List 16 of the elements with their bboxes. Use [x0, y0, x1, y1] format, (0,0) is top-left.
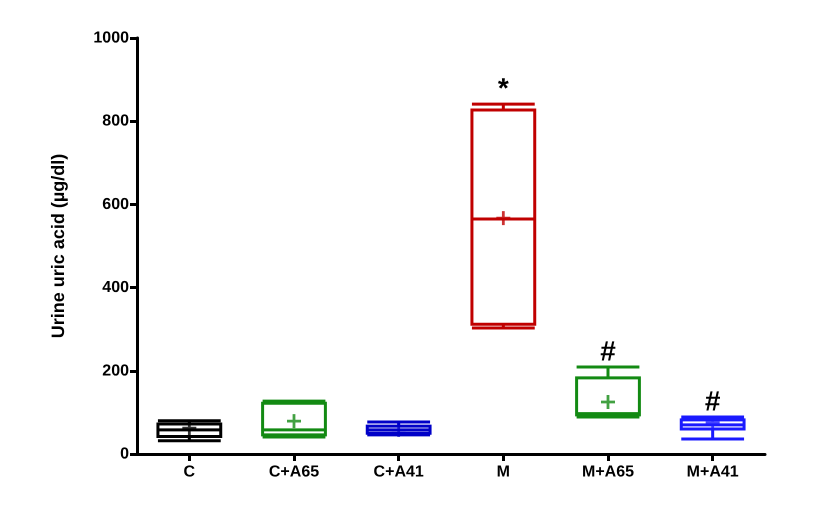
annotation: *: [498, 72, 509, 104]
x-tick-label: M+A65: [582, 464, 634, 480]
y-tick-label: 600: [102, 196, 130, 213]
y-tick-label: 1000: [93, 30, 130, 46]
x-tick-label: C+A41: [374, 464, 424, 480]
y-tick-label: 200: [102, 362, 130, 380]
y-axis-title: Urine uric acid (µg/dl): [48, 154, 68, 338]
x-tick-label: C: [184, 464, 196, 480]
x-tick-label: M+A41: [686, 464, 739, 480]
x-tick-label: M: [496, 464, 510, 480]
y-tick-label: 800: [102, 112, 130, 130]
annotation: #: [704, 385, 721, 416]
x-tick-label: C+A65: [268, 464, 320, 480]
annotation: #: [600, 336, 616, 367]
y-tick-label: 400: [102, 279, 130, 296]
y-tick-label: 0: [120, 446, 130, 462]
